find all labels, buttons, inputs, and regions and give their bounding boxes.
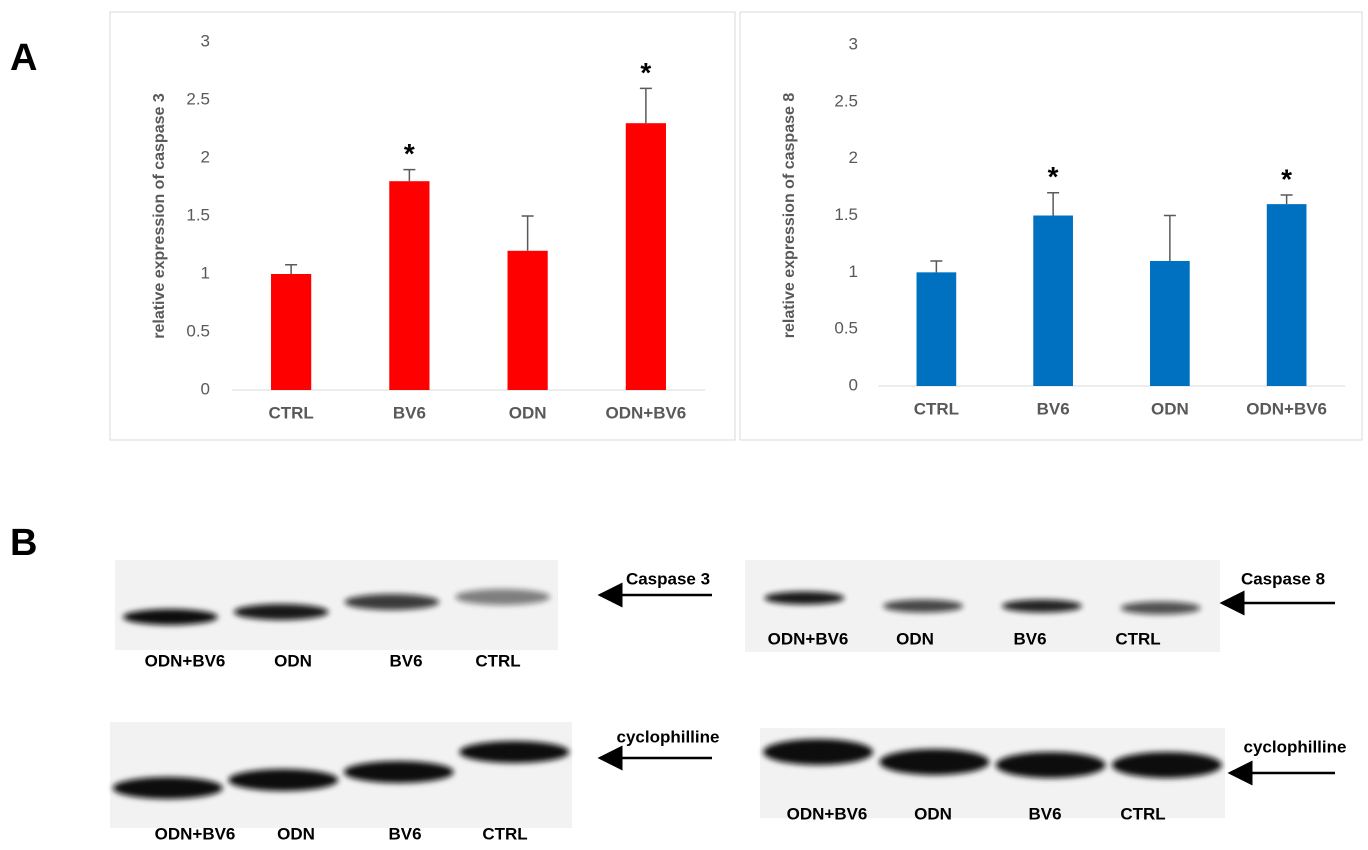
- blot-band: [1002, 600, 1082, 613]
- blot-band: [879, 749, 989, 775]
- blot-band: [764, 592, 844, 605]
- lane-label: CTRL: [1120, 804, 1165, 823]
- lane-label: ODN+BV6: [768, 629, 849, 648]
- lane-label: CTRL: [1115, 629, 1160, 648]
- y-axis-label: relative expression of caspase 3: [151, 93, 168, 339]
- x-tick-label: CTRL: [914, 399, 959, 418]
- blot-band: [763, 739, 873, 765]
- error-bar: [1047, 193, 1059, 216]
- figure: A B 0 0.5 1 1.5 2 2.5 3 relative expression of …: [0, 0, 1368, 845]
- panel-label: A: [10, 37, 37, 79]
- lane-label: BV6: [1013, 629, 1046, 648]
- lane-label: ODN: [914, 804, 952, 823]
- lane-label: CTRL: [475, 651, 520, 670]
- error-bar: [930, 261, 942, 272]
- blot-band: [228, 769, 338, 791]
- blot-band: [123, 609, 218, 625]
- y-tick-label: 2: [849, 148, 858, 167]
- y-tick-label: 0.5: [834, 319, 858, 338]
- lane-label: ODN+BV6: [145, 651, 226, 670]
- blot-band: [996, 752, 1106, 778]
- y-tick-label: 1: [849, 262, 858, 281]
- blot-band: [883, 600, 963, 613]
- error-bar: [640, 88, 652, 123]
- y-tick-label: 2: [201, 147, 210, 166]
- blot-band: [234, 604, 329, 620]
- y-tick-label: 1.5: [186, 205, 210, 224]
- blot-band: [1121, 602, 1201, 615]
- lane-label: BV6: [389, 651, 422, 670]
- blot-band: [455, 589, 550, 605]
- bar: [1033, 216, 1073, 387]
- significance-mark: *: [404, 138, 415, 169]
- blot-band: [113, 777, 223, 799]
- y-tick-label: 3: [849, 34, 858, 53]
- error-bar: [1164, 216, 1176, 261]
- significance-mark: *: [640, 57, 651, 88]
- lane-label: CTRL: [482, 824, 527, 843]
- error-bar: [403, 170, 415, 182]
- lane-label: ODN: [274, 651, 312, 670]
- bar: [389, 181, 429, 390]
- blot-background: [110, 722, 572, 828]
- error-bar: [285, 265, 297, 274]
- lane-label: ODN: [277, 824, 315, 843]
- bar: [1150, 261, 1190, 386]
- lane-label: BV6: [1028, 804, 1061, 823]
- x-tick-label: BV6: [393, 403, 426, 422]
- protein-label: Caspase 3: [626, 569, 710, 588]
- y-tick-label: 0: [849, 375, 858, 394]
- protein-label: cyclophilline: [1244, 737, 1347, 756]
- lane-label: ODN: [896, 629, 934, 648]
- y-axis-label: relative expression of caspase 8: [781, 93, 798, 339]
- x-tick-label: ODN+BV6: [1246, 399, 1327, 418]
- y-tick-label: 1.5: [834, 205, 858, 224]
- y-tick-label: 3: [201, 31, 210, 50]
- bar: [917, 272, 957, 386]
- y-tick-label: 0.5: [186, 321, 210, 340]
- error-bar: [522, 216, 534, 251]
- y-tick-label: 2.5: [186, 89, 210, 108]
- protein-label: Caspase 8: [1241, 569, 1325, 588]
- panel-label: B: [10, 522, 37, 564]
- significance-mark: *: [1281, 163, 1292, 194]
- y-tick-label: 0: [201, 379, 210, 398]
- y-tick-label: 2.5: [834, 91, 858, 110]
- blot-band: [344, 594, 439, 610]
- blot-background: [115, 560, 558, 650]
- lane-label: ODN+BV6: [155, 824, 236, 843]
- error-bar: [1281, 195, 1293, 204]
- significance-mark: *: [1048, 161, 1059, 192]
- lane-label: ODN+BV6: [787, 804, 868, 823]
- x-tick-label: CTRL: [268, 403, 313, 422]
- bar: [1267, 204, 1307, 386]
- lane-label: BV6: [388, 824, 421, 843]
- blot-band: [1112, 752, 1222, 778]
- x-tick-label: ODN: [1151, 399, 1189, 418]
- x-tick-label: BV6: [1037, 399, 1070, 418]
- bar: [271, 274, 311, 390]
- x-tick-label: ODN: [509, 403, 547, 422]
- bar: [508, 251, 548, 390]
- blot-band: [459, 741, 569, 763]
- blot-band: [344, 761, 454, 783]
- y-tick-label: 1: [201, 263, 210, 282]
- protein-label: cyclophilline: [617, 727, 720, 746]
- x-tick-label: ODN+BV6: [605, 403, 686, 422]
- bar: [626, 123, 666, 390]
